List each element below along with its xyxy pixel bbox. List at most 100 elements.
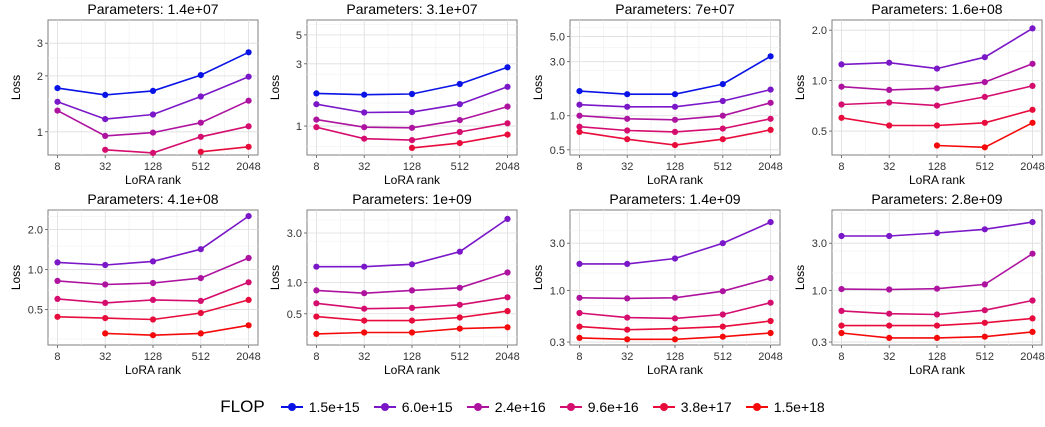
data-point: [102, 315, 109, 322]
legend-key-dot: [566, 403, 575, 411]
data-point: [361, 263, 368, 270]
facet-panel: 1 3 5 8 32 128 512 2048 Parameters: 3.1e+07 LoRA …: [268, 1, 520, 187]
x-tick-label: 512: [976, 161, 994, 173]
x-tick-label: 128: [666, 161, 684, 173]
data-point: [1029, 297, 1036, 304]
data-point: [671, 255, 679, 262]
data-point: [981, 333, 988, 340]
data-point: [456, 314, 463, 321]
data-point: [245, 143, 252, 150]
y-tick-label: 1.0: [812, 285, 827, 297]
legend-key-dot: [752, 403, 761, 411]
data-point: [767, 115, 774, 122]
data-point: [361, 329, 368, 336]
data-point: [624, 127, 631, 134]
legend-key-dot: [473, 403, 482, 411]
data-point: [408, 109, 416, 116]
legend: FLOP 1.5e+15 6.0e+15 2.4e+16 9.6e+16 3.8…: [0, 397, 1045, 427]
x-tick-label: 128: [928, 351, 946, 363]
y-tick-label: 3.0: [550, 57, 565, 69]
x-tick-label: 8: [576, 351, 582, 363]
data-point: [245, 49, 252, 56]
legend-label: 3.8e+17: [680, 399, 732, 415]
data-point: [1029, 119, 1036, 126]
data-point: [838, 83, 845, 90]
data-point: [504, 308, 511, 315]
data-point: [719, 311, 726, 318]
data-point: [671, 116, 679, 123]
data-point: [1029, 219, 1036, 226]
legend-key-icon: [373, 400, 396, 414]
facet-panel: 0.5 1.0 2.0 8 32 128 512 2048 Parameters: 4.1e+0…: [9, 191, 261, 377]
data-point: [456, 301, 463, 308]
facet-panel: 0.3 1.0 3.0 8 32 128 512 2048 Parameters: 2.8e+0…: [793, 191, 1045, 377]
data-point: [1029, 315, 1036, 322]
data-point: [456, 140, 463, 147]
x-axis-label: LoRA rank: [647, 363, 704, 377]
data-point: [313, 300, 320, 307]
y-tick-label: 1.0: [287, 278, 302, 290]
data-point: [576, 101, 583, 108]
data-point: [838, 286, 845, 293]
data-point: [361, 290, 368, 297]
data-point: [767, 299, 774, 306]
data-point: [313, 330, 320, 337]
data-point: [767, 329, 774, 337]
legend-label: 9.6e+16: [587, 399, 639, 415]
data-point: [671, 91, 679, 98]
data-point: [624, 260, 631, 267]
x-tick-label: 2048: [495, 351, 519, 363]
x-axis-label: LoRA rank: [647, 173, 704, 187]
x-tick-label: 512: [192, 351, 210, 363]
legend-label: 6.0e+15: [401, 399, 453, 415]
x-tick-label: 128: [666, 351, 684, 363]
data-point: [767, 53, 774, 60]
data-point: [981, 144, 988, 151]
legend-label: 1.5e+18: [773, 399, 825, 415]
data-point: [933, 311, 941, 318]
data-point: [671, 103, 679, 110]
data-point: [886, 334, 893, 341]
data-point: [576, 260, 583, 267]
data-point: [576, 88, 583, 95]
data-point: [245, 254, 252, 262]
x-tick-label: 128: [144, 161, 162, 173]
data-point: [767, 219, 774, 226]
y-tick-label: 5: [296, 30, 302, 42]
data-point: [933, 142, 941, 149]
legend-item: 3.8e+17: [652, 399, 732, 415]
data-point: [456, 80, 463, 88]
y-axis-label: Loss: [268, 265, 282, 290]
data-point: [149, 149, 157, 156]
x-tick-label: 32: [883, 351, 895, 363]
data-point: [671, 325, 679, 332]
data-point: [624, 336, 631, 343]
panel-title: Parameters: 7e+07: [615, 1, 735, 17]
data-point: [981, 226, 988, 233]
x-tick-label: 512: [192, 161, 210, 173]
data-point: [504, 120, 511, 127]
data-point: [102, 281, 109, 288]
data-point: [576, 294, 583, 301]
data-point: [576, 334, 583, 341]
x-tick-label: 32: [621, 351, 633, 363]
legend-key-icon: [280, 400, 303, 414]
y-axis-label: Loss: [9, 265, 23, 290]
data-point: [1029, 60, 1036, 67]
y-tick-label: 0.5: [287, 309, 302, 321]
data-point: [245, 279, 252, 286]
data-point: [361, 317, 368, 324]
data-point: [838, 114, 845, 121]
data-point: [313, 263, 320, 270]
data-point: [886, 99, 893, 106]
data-point: [197, 119, 204, 126]
panel-title: Parameters: 1.4e+07: [87, 1, 218, 17]
legend-item: 6.0e+15: [373, 399, 453, 415]
data-point: [719, 136, 726, 143]
x-tick-label: 2048: [758, 161, 782, 173]
data-point: [671, 128, 679, 135]
y-tick-label: 3.0: [812, 238, 827, 250]
series-line: [105, 324, 249, 337]
x-tick-label: 8: [313, 351, 319, 363]
